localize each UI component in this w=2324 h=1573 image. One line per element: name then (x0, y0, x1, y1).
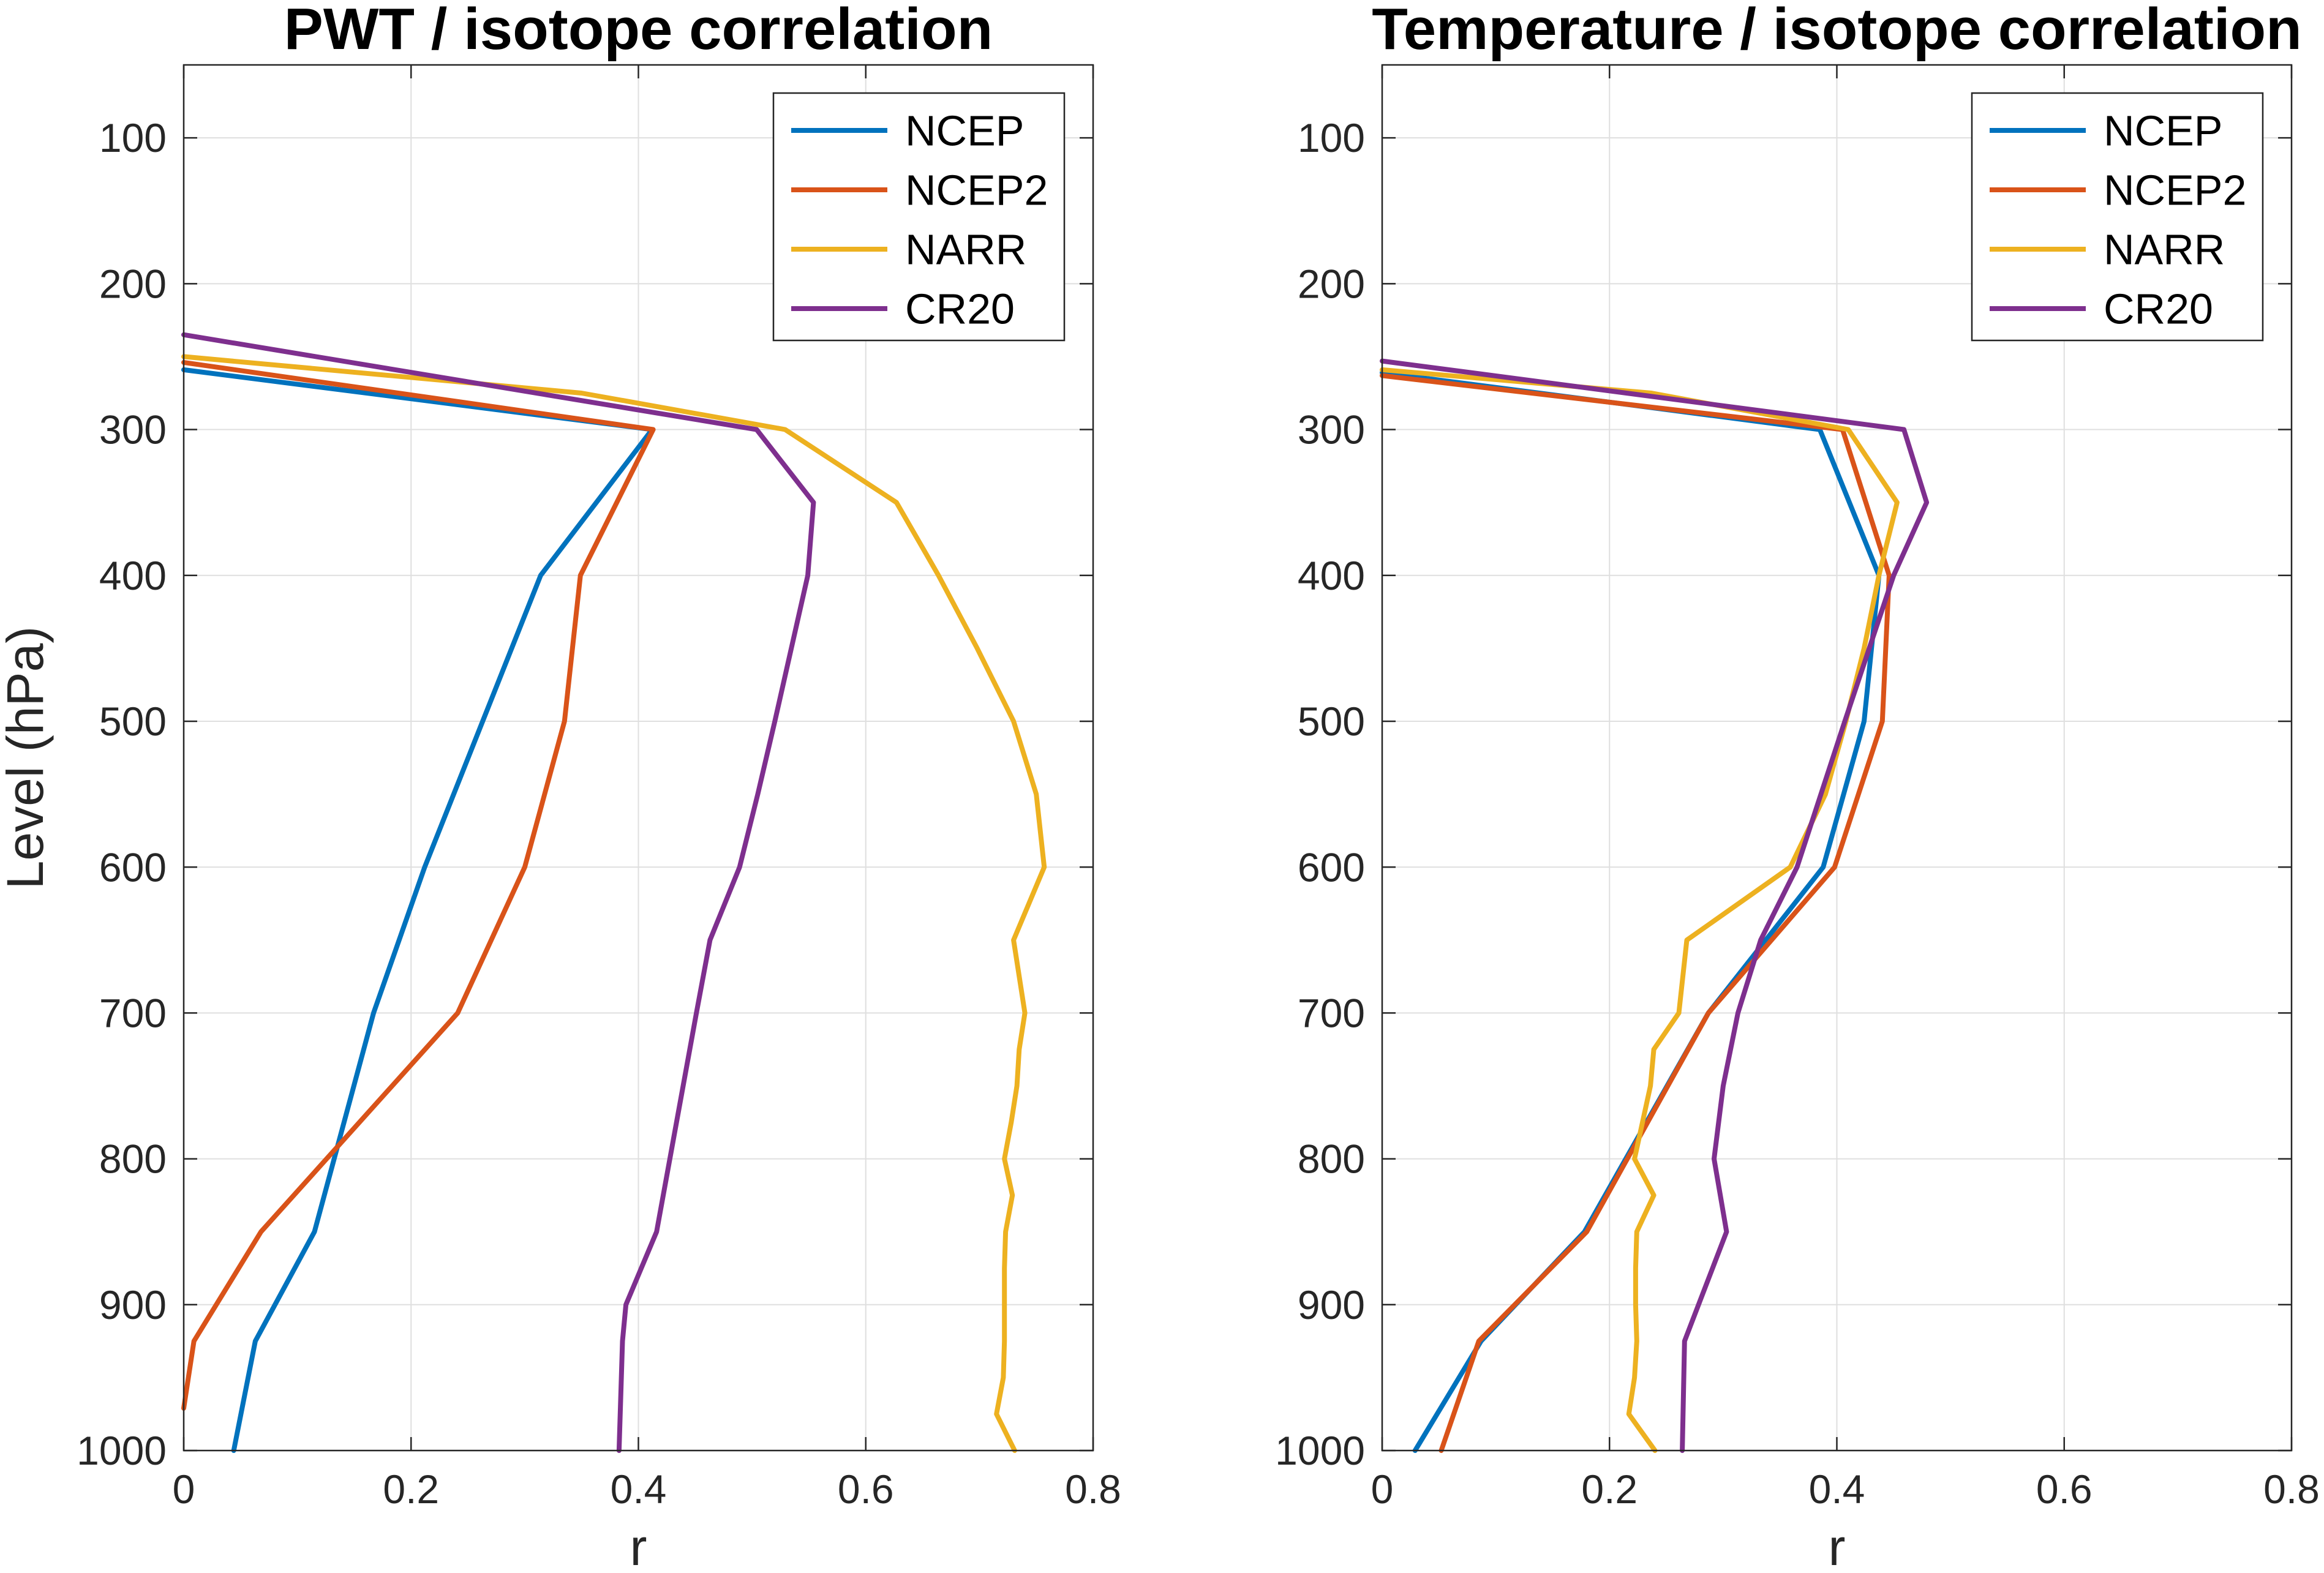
y-tick-label: 700 (99, 990, 167, 1035)
x-tick-label: 0.4 (1809, 1466, 1865, 1512)
legend-label: CR20 (2104, 285, 2213, 333)
legend-label: NCEP (2104, 107, 2222, 155)
x-tick-label: 0 (173, 1466, 195, 1512)
y-tick-label: 900 (99, 1282, 167, 1327)
x-axis-label: r (1829, 1519, 1846, 1573)
x-tick-label: 0 (1371, 1466, 1394, 1512)
y-tick-label: 200 (99, 261, 167, 306)
y-tick-label: 200 (1298, 261, 1365, 306)
y-tick-label: 500 (1298, 699, 1365, 744)
y-tick-label: 700 (1298, 990, 1365, 1035)
y-tick-label: 100 (99, 115, 167, 160)
legend-item: NCEP (1990, 107, 2222, 155)
y-tick-label: 600 (99, 844, 167, 890)
y-axis-label: Level (hPa) (0, 626, 54, 890)
series-line-cr20 (181, 332, 816, 1453)
x-axis-label: r (630, 1519, 647, 1573)
legend-item: CR20 (1990, 285, 2213, 333)
y-tick-label: 300 (99, 407, 167, 452)
chart-title: Temperature / isotope correlation (1372, 0, 2302, 62)
legend-label: NCEP2 (2104, 167, 2246, 214)
y-tick-label: 400 (99, 553, 167, 598)
legend-item: NARR (791, 226, 1026, 274)
legend-item: NCEP2 (1990, 167, 2246, 214)
x-tick-label: 0.2 (383, 1466, 439, 1512)
series-line-ncep2 (181, 359, 656, 1411)
x-tick-label: 0.6 (838, 1466, 894, 1512)
series-line-ncep2 (1380, 373, 1892, 1453)
x-tick-label: 0.8 (2263, 1466, 2320, 1512)
legend-box (1971, 92, 2264, 342)
legend-label: NCEP (905, 107, 1024, 155)
x-tick-label: 0.2 (1581, 1466, 1638, 1512)
chart-title: PWT / isotope correlation (284, 0, 993, 62)
y-tick-label: 600 (1298, 844, 1365, 890)
series-line-ncep (181, 367, 655, 1453)
x-tick-label: 0.6 (2036, 1466, 2093, 1512)
chart-panel: 0 0.2 0.4 0.6 0.8 100 200 300 400 500 600 700 800 900… (0, 0, 1121, 1573)
y-tick-label: 400 (1298, 553, 1365, 598)
y-tick-label: 100 (1298, 115, 1365, 160)
chart-panel: 0 0.2 0.4 0.6 0.8 100 200 300 400 500 600 700 800 900… (1275, 0, 2320, 1573)
legend-box (772, 92, 1066, 342)
x-tick-label: 0.4 (611, 1466, 667, 1512)
legend-label: NARR (2104, 226, 2225, 274)
legend-item: CR20 (791, 285, 1015, 333)
y-tick-label: 300 (1298, 407, 1365, 452)
legend: NCEP NCEP2 NARR CR20 (772, 92, 1066, 342)
series-line-cr20 (1380, 358, 1930, 1453)
legend-item: NCEP2 (791, 167, 1048, 214)
series-line-narr (1380, 367, 1900, 1453)
legend-item: NCEP (791, 107, 1024, 155)
y-tick-label: 800 (99, 1136, 167, 1182)
y-tick-label: 1000 (1275, 1428, 1365, 1473)
y-tick-label: 800 (1298, 1136, 1365, 1182)
legend-item: NARR (1990, 226, 2225, 274)
x-tick-label: 0.8 (1065, 1466, 1121, 1512)
legend: NCEP NCEP2 NARR CR20 (1971, 92, 2264, 342)
series-line-narr (181, 354, 1047, 1453)
legend-label: NCEP2 (905, 167, 1048, 214)
y-tick-label: 1000 (77, 1428, 167, 1473)
legend-label: CR20 (905, 285, 1015, 333)
legend-label: NARR (905, 226, 1026, 274)
y-tick-label: 500 (99, 699, 167, 744)
y-tick-label: 900 (1298, 1282, 1365, 1327)
